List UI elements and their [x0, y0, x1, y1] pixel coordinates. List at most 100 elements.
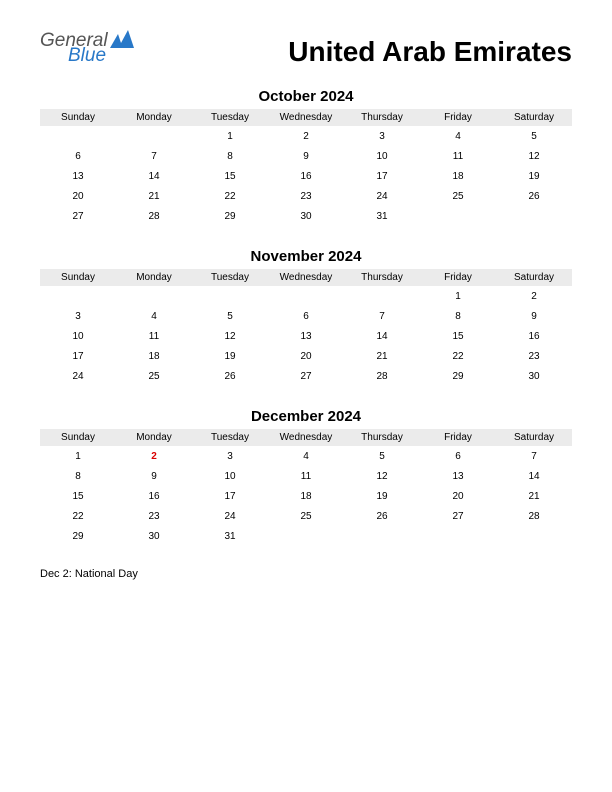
calendar-row: 12345 — [40, 126, 572, 146]
calendar-day: 5 — [496, 126, 572, 146]
weekday-header: Thursday — [344, 269, 420, 286]
calendar-row: 24252627282930 — [40, 366, 572, 386]
calendar-row: 2728293031 — [40, 206, 572, 226]
calendar-day — [40, 126, 116, 146]
calendar-day: 19 — [344, 486, 420, 506]
calendar-row: 15161718192021 — [40, 486, 572, 506]
weekday-header: Wednesday — [268, 269, 344, 286]
calendar-row: 6789101112 — [40, 146, 572, 166]
weekday-header: Sunday — [40, 109, 116, 126]
weekday-header: Friday — [420, 109, 496, 126]
calendar-day: 4 — [420, 126, 496, 146]
calendar-row: 1234567 — [40, 446, 572, 466]
weekday-header: Saturday — [496, 109, 572, 126]
weekday-header: Monday — [116, 429, 192, 446]
calendar-day: 23 — [496, 346, 572, 366]
calendar-day: 30 — [268, 206, 344, 226]
calendar-day: 23 — [116, 506, 192, 526]
calendar-day: 13 — [268, 326, 344, 346]
weekday-header: Thursday — [344, 429, 420, 446]
calendar-day: 18 — [268, 486, 344, 506]
calendar-day: 3 — [192, 446, 268, 466]
calendars-container: October 2024SundayMondayTuesdayWednesday… — [40, 88, 572, 546]
calendar-day: 31 — [192, 526, 268, 546]
calendar-day: 17 — [192, 486, 268, 506]
calendar-row: 17181920212223 — [40, 346, 572, 366]
calendar-day: 20 — [420, 486, 496, 506]
calendar-day — [420, 206, 496, 226]
calendar-day: 29 — [192, 206, 268, 226]
weekday-header: Saturday — [496, 269, 572, 286]
calendar-day: 6 — [268, 306, 344, 326]
calendar-day: 4 — [268, 446, 344, 466]
calendar-day — [268, 526, 344, 546]
weekday-header: Thursday — [344, 109, 420, 126]
calendar-day: 7 — [344, 306, 420, 326]
calendar-day: 1 — [40, 446, 116, 466]
calendar-day: 10 — [192, 466, 268, 486]
calendar-day: 1 — [420, 286, 496, 306]
calendar-day — [496, 206, 572, 226]
calendar-day: 30 — [116, 526, 192, 546]
weekday-header: Sunday — [40, 429, 116, 446]
calendar-day: 20 — [268, 346, 344, 366]
calendar-day: 20 — [40, 186, 116, 206]
calendar-day: 18 — [116, 346, 192, 366]
calendar-day — [344, 526, 420, 546]
calendar-day: 24 — [344, 186, 420, 206]
calendar-day: 14 — [344, 326, 420, 346]
calendar-month: November 2024SundayMondayTuesdayWednesda… — [40, 248, 572, 386]
calendar-row: 293031 — [40, 526, 572, 546]
weekday-header: Saturday — [496, 429, 572, 446]
weekday-header: Tuesday — [192, 109, 268, 126]
calendar-day: 15 — [40, 486, 116, 506]
calendar-day: 2 — [268, 126, 344, 146]
calendar-day: 28 — [116, 206, 192, 226]
calendar-day: 28 — [496, 506, 572, 526]
calendar-day: 2 — [496, 286, 572, 306]
calendar-day: 16 — [116, 486, 192, 506]
calendar-day: 21 — [344, 346, 420, 366]
calendar-day: 5 — [192, 306, 268, 326]
calendar-day: 8 — [420, 306, 496, 326]
weekday-header: Monday — [116, 109, 192, 126]
calendar-day — [40, 286, 116, 306]
weekday-header: Friday — [420, 429, 496, 446]
calendar-day: 29 — [420, 366, 496, 386]
header: General Blue United Arab Emirates — [40, 30, 572, 68]
month-title: October 2024 — [40, 88, 572, 105]
calendar-day: 27 — [268, 366, 344, 386]
calendar-day — [344, 286, 420, 306]
holiday-notes: Dec 2: National Day — [40, 568, 572, 580]
calendar-day: 2 — [116, 446, 192, 466]
calendar-day: 15 — [420, 326, 496, 346]
calendar-day: 10 — [344, 146, 420, 166]
calendar-day: 13 — [40, 166, 116, 186]
calendar-day: 17 — [344, 166, 420, 186]
logo-text-blue: Blue — [68, 46, 134, 65]
calendar-day: 12 — [496, 146, 572, 166]
calendar-day: 7 — [116, 146, 192, 166]
page-title: United Arab Emirates — [288, 36, 572, 68]
weekday-header: Tuesday — [192, 269, 268, 286]
calendar-table: SundayMondayTuesdayWednesdayThursdayFrid… — [40, 269, 572, 386]
logo: General Blue — [40, 30, 134, 65]
calendar-day: 7 — [496, 446, 572, 466]
calendar-day: 13 — [420, 466, 496, 486]
calendar-day: 1 — [192, 126, 268, 146]
weekday-header: Wednesday — [268, 109, 344, 126]
holiday-note: Dec 2: National Day — [40, 568, 572, 580]
calendar-day: 31 — [344, 206, 420, 226]
calendar-day: 26 — [344, 506, 420, 526]
calendar-day: 29 — [40, 526, 116, 546]
calendar-day: 25 — [116, 366, 192, 386]
calendar-day: 3 — [40, 306, 116, 326]
calendar-day: 28 — [344, 366, 420, 386]
calendar-day: 4 — [116, 306, 192, 326]
calendar-row: 3456789 — [40, 306, 572, 326]
calendar-day: 9 — [496, 306, 572, 326]
calendar-row: 22232425262728 — [40, 506, 572, 526]
calendar-day: 5 — [344, 446, 420, 466]
calendar-day: 24 — [40, 366, 116, 386]
calendar-day: 9 — [268, 146, 344, 166]
